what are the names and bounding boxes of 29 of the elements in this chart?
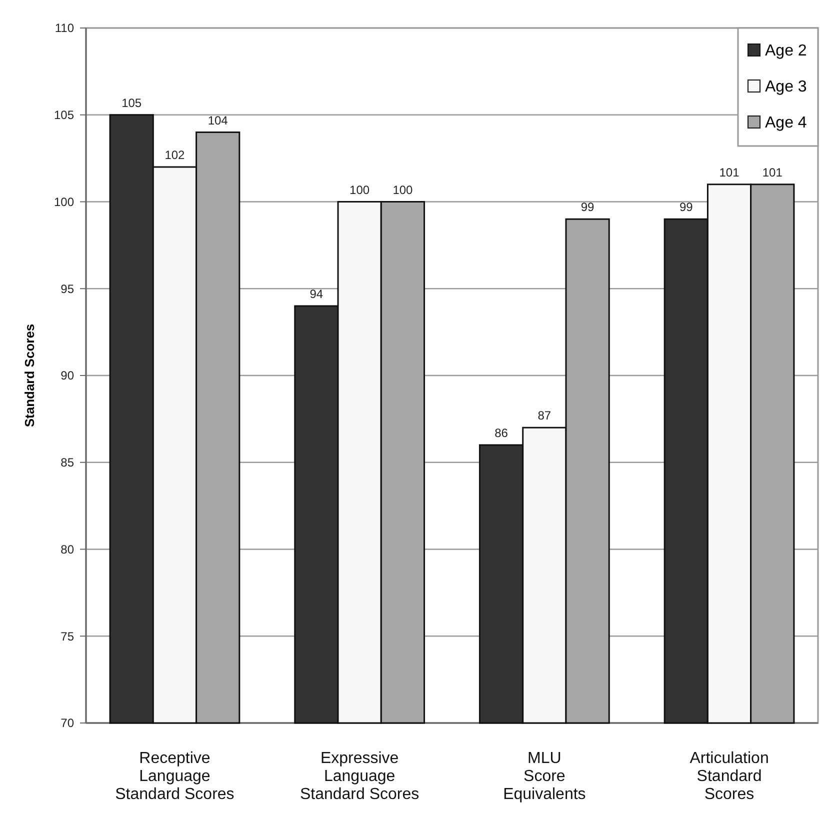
data-label: 102: [164, 148, 186, 162]
legend-label: Age 4: [765, 114, 807, 132]
y-tick-label: 80: [60, 542, 74, 556]
y-tick-label: 95: [60, 282, 74, 296]
data-label: 94: [310, 287, 324, 301]
data-label: 87: [538, 408, 552, 423]
y-tick-label: 110: [54, 21, 74, 36]
x-tick-label: Receptive Language Standard Scores: [115, 750, 234, 803]
x-tick-label: Expressive Language Standard Scores: [300, 750, 420, 803]
y-tick-label: 70: [60, 716, 74, 730]
x-tick-label: MLU Score Equivalents: [503, 750, 586, 803]
legend-label: Age 3: [765, 78, 807, 96]
y-tick-label: 90: [60, 368, 74, 383]
legend-label: Age 2: [765, 42, 807, 60]
y-axis-title: Standard Scores: [22, 324, 37, 428]
data-label: 104: [208, 113, 228, 128]
data-label: 100: [392, 182, 414, 197]
data-label: 101: [719, 165, 740, 180]
data-label: 100: [350, 182, 370, 197]
data-label: 99: [679, 200, 694, 214]
y-tick-label: 100: [54, 194, 74, 209]
y-tick-label: 85: [60, 456, 74, 470]
data-label: 99: [580, 200, 595, 214]
data-label: 86: [494, 426, 508, 440]
y-tick-label: 105: [54, 108, 74, 122]
x-tick-label: Articulation Standard Scores: [690, 750, 769, 803]
y-tick-label: 75: [60, 629, 74, 644]
data-label: 105: [122, 96, 142, 110]
data-label: 101: [762, 165, 783, 180]
